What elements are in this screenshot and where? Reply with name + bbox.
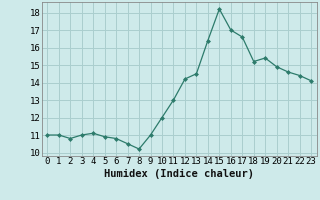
X-axis label: Humidex (Indice chaleur): Humidex (Indice chaleur) <box>104 169 254 179</box>
